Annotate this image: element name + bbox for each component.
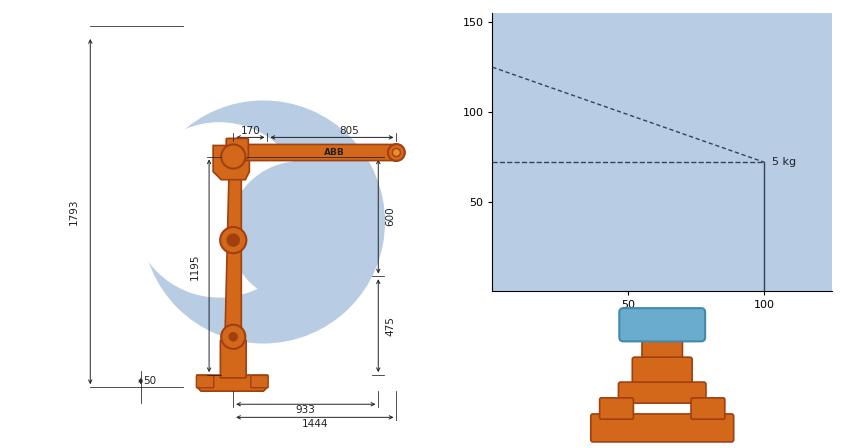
Text: 1793: 1793 (69, 198, 79, 225)
FancyBboxPatch shape (250, 375, 268, 388)
FancyBboxPatch shape (196, 375, 214, 388)
FancyBboxPatch shape (221, 340, 246, 378)
Text: 170: 170 (240, 126, 261, 136)
FancyBboxPatch shape (618, 382, 706, 403)
Circle shape (229, 162, 370, 302)
Text: 1195: 1195 (190, 253, 200, 280)
FancyBboxPatch shape (226, 138, 249, 159)
Circle shape (222, 325, 245, 349)
Text: 600: 600 (385, 206, 396, 226)
Circle shape (220, 227, 246, 253)
Polygon shape (225, 164, 241, 329)
FancyBboxPatch shape (599, 398, 633, 419)
FancyBboxPatch shape (619, 308, 706, 341)
Text: 475: 475 (385, 316, 396, 336)
Circle shape (132, 123, 306, 297)
Text: ABB: ABB (323, 148, 345, 157)
Circle shape (143, 101, 385, 343)
Text: 805: 805 (340, 126, 359, 136)
Polygon shape (213, 146, 250, 180)
Circle shape (388, 144, 405, 161)
FancyBboxPatch shape (233, 144, 396, 160)
Text: 5 kg: 5 kg (773, 157, 796, 167)
FancyBboxPatch shape (642, 332, 683, 364)
Circle shape (392, 148, 401, 156)
FancyBboxPatch shape (691, 398, 725, 419)
FancyBboxPatch shape (591, 414, 734, 442)
Circle shape (228, 234, 239, 246)
Circle shape (229, 333, 237, 341)
FancyBboxPatch shape (633, 357, 692, 389)
Polygon shape (197, 375, 267, 391)
Text: 933: 933 (295, 405, 316, 415)
Text: 50: 50 (143, 376, 156, 386)
Circle shape (222, 144, 245, 168)
Text: 1444: 1444 (301, 419, 328, 429)
